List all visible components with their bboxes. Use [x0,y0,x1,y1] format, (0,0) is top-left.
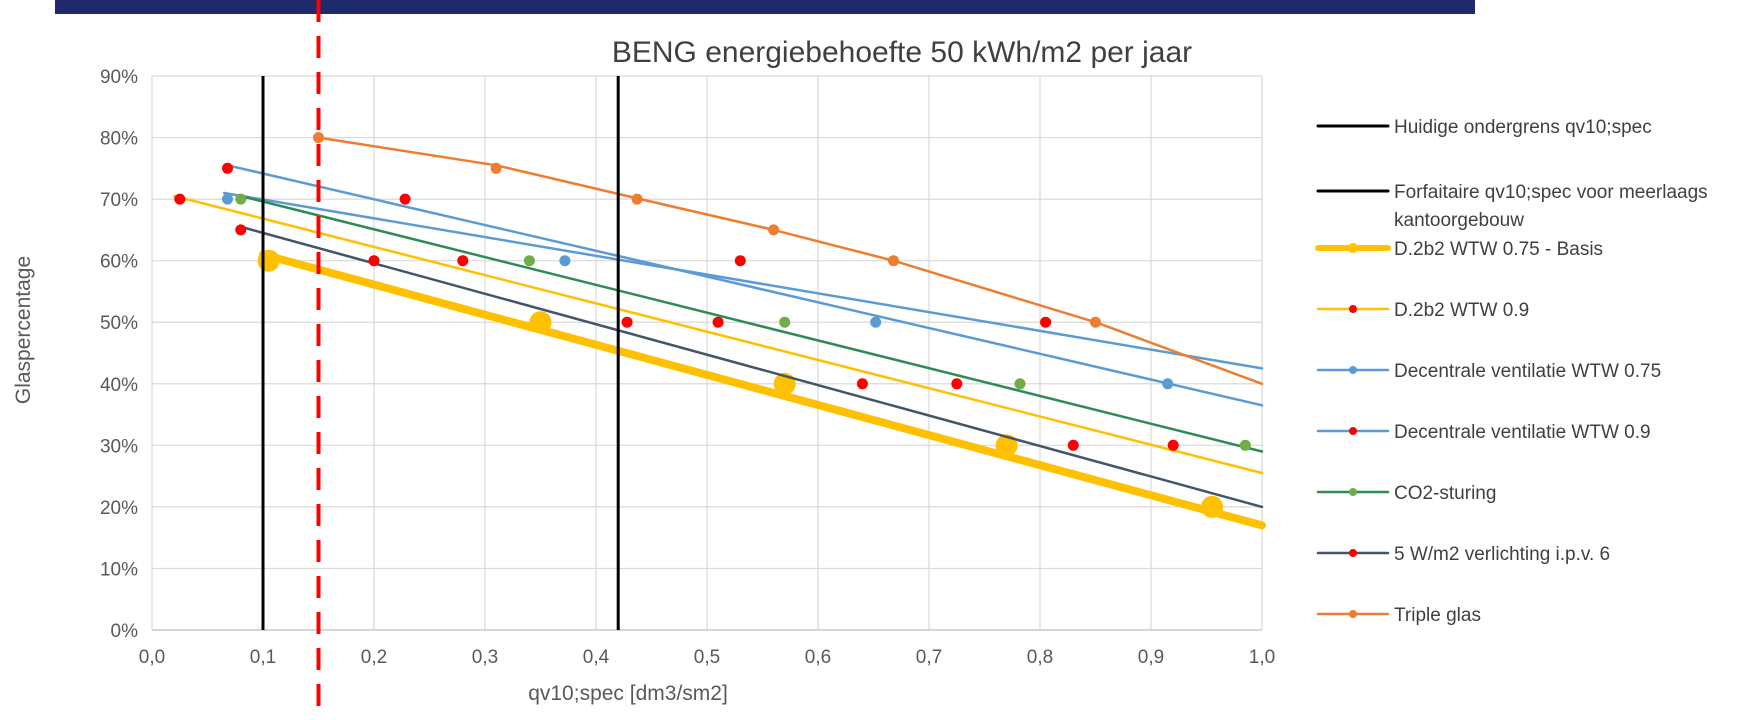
legend-marker [1349,427,1357,435]
legend-label: Triple glas [1394,605,1481,626]
data-point [995,434,1018,457]
y-tick-label: 0% [111,621,139,642]
data-point [1167,439,1179,451]
series-line [239,225,1264,509]
data-point [1067,439,1079,451]
legend-label: Decentrale ventilatie WTW 0.75 [1394,361,1661,382]
legend-label: Huidige ondergrens qv10;spec [1394,117,1652,138]
data-point [368,255,380,267]
series-layer [172,132,1266,530]
data-point [768,224,780,236]
series-line [222,191,1264,370]
x-tick-label: 0,1 [250,647,276,668]
y-tick-label: 60% [100,252,138,273]
data-point [257,249,280,272]
data-point [399,193,411,205]
data-point [174,193,186,205]
y-tick-label: 90% [100,67,138,88]
legend-marker [1349,549,1357,557]
legend: Huidige ondergrens qv10;spec Forfaitaire … [1315,117,1708,626]
data-point [559,255,571,267]
x-tick-label: 0,3 [472,647,498,668]
y-axis-label: Glaspercentage [12,256,35,404]
x-tick-label: 0,4 [583,647,610,668]
data-point [870,316,882,328]
legend-label: 5 W/m2 verlichting i.p.v. 6 [1394,544,1610,565]
data-point [490,162,502,174]
data-point [779,316,791,328]
data-point [235,224,247,236]
legend-label: D.2b2 WTW 0.75 - Basis [1394,239,1603,260]
legend-label: D.2b2 WTW 0.9 [1394,300,1529,321]
data-point [734,255,746,267]
series-line [226,164,1264,407]
y-tick-label: 50% [100,313,138,334]
data-point [222,162,233,174]
y-tick-label: 70% [100,190,138,211]
y-tick-label: 20% [100,498,138,519]
y-tick-label: 10% [100,559,138,580]
data-point [621,316,633,328]
legend-label: kantoorgebouw [1394,210,1524,231]
data-point [888,255,899,267]
legend-label: Decentrale ventilatie WTW 0.9 [1394,422,1651,443]
slide-header-band [55,0,1475,14]
data-point [631,193,643,205]
legend-marker [1349,366,1357,374]
x-tick-label: 0,0 [139,647,165,668]
legend-label: CO2-sturing [1394,483,1496,504]
data-point [222,193,233,205]
x-tick-label: 0,6 [805,647,831,668]
y-tick-label: 40% [100,375,138,396]
x-tick-label: 1,0 [1249,647,1275,668]
x-axis-label: qv10;spec [dm3/sm2] [528,682,728,705]
reference-lines [261,0,620,715]
data-point [712,316,724,328]
data-point [313,132,324,144]
data-point [523,255,535,267]
data-point [856,378,868,390]
legend-marker [1349,488,1357,496]
axes: 0% 10% 20% 30% 40% 50% 60% 70% 80% 90% 0,0 0,1 0,2 0,… [100,67,1275,668]
x-tick-label: 0,8 [1027,647,1053,668]
x-tick-label: 0,5 [694,647,720,668]
chart-title: BENG energiebehoefte 50 kWh/m2 per jaar [612,36,1192,69]
data-point [1201,495,1223,518]
series-line [239,194,1264,453]
data-point [235,193,247,205]
x-tick-label: 0,9 [1138,647,1164,668]
legend-marker [1349,305,1357,313]
legend-marker [1349,610,1357,618]
data-point [1040,316,1052,328]
data-point [1014,378,1026,390]
data-point [951,378,963,390]
legend-marker [1348,243,1358,253]
data-point [1239,439,1251,451]
series-line [259,250,1266,530]
x-tick-label: 0,2 [361,647,387,668]
series-line [172,194,1264,475]
y-tick-label: 80% [100,129,138,150]
data-point [457,255,469,267]
y-tick-label: 30% [100,436,138,457]
data-point [1090,316,1101,328]
data-point [529,311,552,334]
legend-label: Forfaitaire qv10;spec voor meerlaags [1394,182,1708,203]
x-tick-label: 0,7 [916,647,942,668]
